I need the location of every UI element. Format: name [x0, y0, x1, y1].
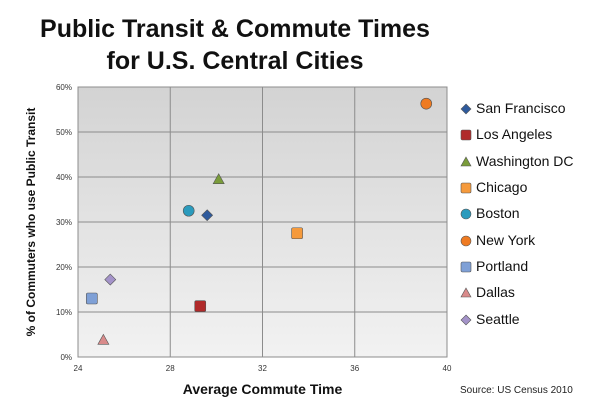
- legend-marker-shape: [460, 209, 472, 220]
- legend-label: Los Angeles: [476, 126, 553, 143]
- y-tick-label: 50%: [56, 128, 72, 137]
- x-axis-label: Average Commute Time: [183, 381, 343, 397]
- legend-item-chicago: Chicago: [458, 174, 588, 200]
- y-tick-label: 40%: [56, 173, 72, 182]
- legend-item-dallas: Dallas: [458, 279, 588, 305]
- x-tick-label: 36: [350, 364, 359, 373]
- legend-label: Chicago: [476, 179, 528, 196]
- legend-marker-square-icon: [460, 130, 472, 141]
- legend-marker-shape: [460, 103, 472, 115]
- data-point-seattle: [104, 273, 117, 286]
- legend-marker-shape: [460, 235, 472, 246]
- legend-marker-triangle-icon: [460, 287, 472, 298]
- data-point-chicago: [291, 227, 303, 240]
- legend-marker-shape: [460, 182, 472, 194]
- legend-marker-diamond-icon: [460, 103, 472, 115]
- legend-item-san-francisco: San Francisco: [458, 95, 588, 121]
- legend-label: Seattle: [476, 310, 520, 327]
- legend-label: Dallas: [476, 284, 515, 301]
- legend-marker-square-icon: [460, 261, 472, 273]
- chart-legend: San Francisco Los Angeles Washington DC Chi…: [458, 95, 588, 332]
- y-axis-label: % of Commuters who use Public Transit: [24, 108, 38, 337]
- data-point-dallas: [97, 333, 110, 345]
- legend-item-washington-dc: Washington DC: [458, 148, 588, 174]
- legend-item-boston: Boston: [458, 200, 588, 226]
- data-point-portland: [86, 292, 98, 305]
- y-tick-label: 60%: [56, 83, 72, 92]
- legend-marker-triangle-icon: [460, 156, 472, 167]
- legend-marker-shape: [460, 261, 472, 273]
- x-tick-label: 24: [74, 364, 83, 373]
- legend-label: New York: [476, 231, 536, 248]
- legend-label: Portland: [476, 257, 529, 274]
- legend-item-seattle: Seattle: [458, 305, 588, 331]
- legend-marker-diamond-icon: [460, 314, 472, 325]
- legend-item-los-angeles: Los Angeles: [458, 121, 588, 147]
- legend-item-portland: Portland: [458, 253, 588, 279]
- data-point-new-york: [420, 97, 433, 110]
- legend-label: San Francisco: [476, 100, 566, 117]
- legend-item-new-york: New York: [458, 226, 588, 252]
- data-point-los-angeles: [194, 300, 207, 312]
- legend-marker-shape: [460, 287, 472, 298]
- y-tick-label: 20%: [56, 263, 72, 272]
- x-tick-label: 28: [166, 364, 175, 373]
- legend-marker-shape: [460, 130, 472, 141]
- legend-marker-circle-icon: [460, 209, 472, 220]
- data-point-washington-dc: [212, 173, 225, 184]
- chart-title-line-1: Public Transit & Commute Times: [40, 15, 430, 43]
- legend-marker-shape: [460, 156, 472, 167]
- x-tick-label: 40: [443, 364, 452, 373]
- source-note: Source: US Census 2010: [460, 385, 573, 396]
- legend-marker-shape: [460, 314, 472, 325]
- legend-label: Boston: [476, 205, 520, 222]
- x-tick-label: 32: [258, 364, 267, 373]
- legend-marker-circle-icon: [460, 235, 472, 246]
- data-point-boston: [182, 204, 195, 217]
- y-tick-label: 10%: [56, 308, 72, 317]
- y-tick-label: 30%: [56, 218, 72, 227]
- data-point-san-francisco: [201, 209, 214, 222]
- y-tick-label: 0%: [60, 353, 72, 362]
- chart-title-line-2: for U.S. Central Cities: [106, 47, 364, 75]
- legend-marker-square-icon: [460, 182, 472, 194]
- legend-label: Washington DC: [476, 152, 574, 169]
